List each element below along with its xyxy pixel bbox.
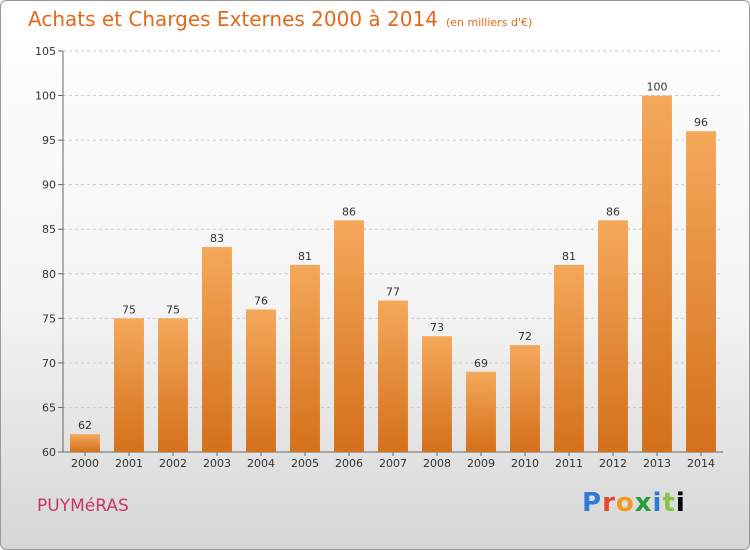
bar-value-label: 76: [254, 294, 268, 307]
bar: [466, 371, 496, 452]
x-tick-label: 2010: [511, 457, 539, 470]
bars: [70, 95, 716, 453]
bar: [598, 220, 628, 452]
x-tick-label: 2006: [335, 457, 363, 470]
bar: [686, 131, 716, 452]
x-tick-label: 2012: [599, 457, 627, 470]
x-tick-label: 2007: [379, 457, 407, 470]
bar: [422, 336, 452, 452]
bar-value-label: 81: [562, 250, 576, 263]
y-tick-label: 80: [42, 268, 56, 281]
bar-value-label: 77: [386, 286, 400, 299]
chart-title-unit: (en milliers d'€): [445, 16, 533, 29]
bar-value-label: 75: [122, 303, 136, 316]
y-tick-label: 95: [42, 134, 56, 147]
x-tick-label: 2011: [555, 457, 583, 470]
bar-value-label: 86: [342, 205, 356, 218]
y-tick-label: 75: [42, 312, 56, 325]
logo-letter: o: [615, 488, 635, 518]
logo-letter: i: [675, 488, 686, 518]
bar: [378, 300, 408, 452]
x-tick-label: 2001: [115, 457, 143, 470]
x-tick-label: 2008: [423, 457, 451, 470]
chart-title-main: Achats et Charges Externes 2000 à 2014: [28, 7, 438, 31]
y-tick-label: 70: [42, 357, 56, 370]
bar-value-label: 75: [166, 303, 180, 316]
x-tick-label: 2014: [687, 457, 715, 470]
x-tick-label: 2003: [203, 457, 231, 470]
bar: [202, 247, 232, 452]
bar: [334, 220, 364, 452]
commune-name: PUYMéRAS: [37, 496, 129, 516]
bar: [246, 309, 276, 452]
x-tick-label: 2002: [159, 457, 187, 470]
x-tick-label: 2013: [643, 457, 671, 470]
y-tick-label: 105: [35, 45, 56, 58]
bar-value-label: 72: [518, 330, 532, 343]
x-tick-label: 2009: [467, 457, 495, 470]
bar: [70, 434, 100, 452]
bar-value-label: 62: [78, 419, 92, 432]
y-tick-label: 65: [42, 401, 56, 414]
bar-value-label: 86: [606, 205, 620, 218]
chart-title: Achats et Charges Externes 2000 à 2014 (e…: [28, 7, 532, 31]
bar-value-label: 81: [298, 250, 312, 263]
logo-letter: x: [634, 488, 653, 518]
y-tick-label: 85: [42, 223, 56, 236]
y-tick-label: 90: [42, 179, 56, 192]
bar-value-label: 69: [474, 357, 488, 370]
bar-value-label: 100: [647, 81, 668, 94]
bar-value-label: 73: [430, 321, 444, 334]
bar: [290, 264, 320, 452]
bar: [554, 264, 584, 452]
y-tick-label: 100: [35, 90, 56, 103]
logo-letter: i: [652, 488, 663, 518]
bar: [510, 345, 540, 452]
x-tick-label: 2000: [71, 457, 99, 470]
logo-letter: t: [662, 488, 676, 518]
proxiti-logo: Proxiti: [582, 488, 686, 518]
labels: 60 65 70 75 80 85 90 95 100 105 62 2000 75 2001 75 2002…: [35, 45, 715, 470]
logo-letter: P: [582, 488, 603, 518]
bar: [114, 318, 144, 452]
y-tick-label: 60: [42, 446, 56, 459]
bar: [642, 95, 672, 453]
bar-value-label: 96: [694, 116, 708, 129]
bar: [158, 318, 188, 452]
x-tick-label: 2005: [291, 457, 319, 470]
x-tick-label: 2004: [247, 457, 275, 470]
logo-letter: r: [602, 488, 616, 518]
bar-value-label: 83: [210, 232, 224, 245]
